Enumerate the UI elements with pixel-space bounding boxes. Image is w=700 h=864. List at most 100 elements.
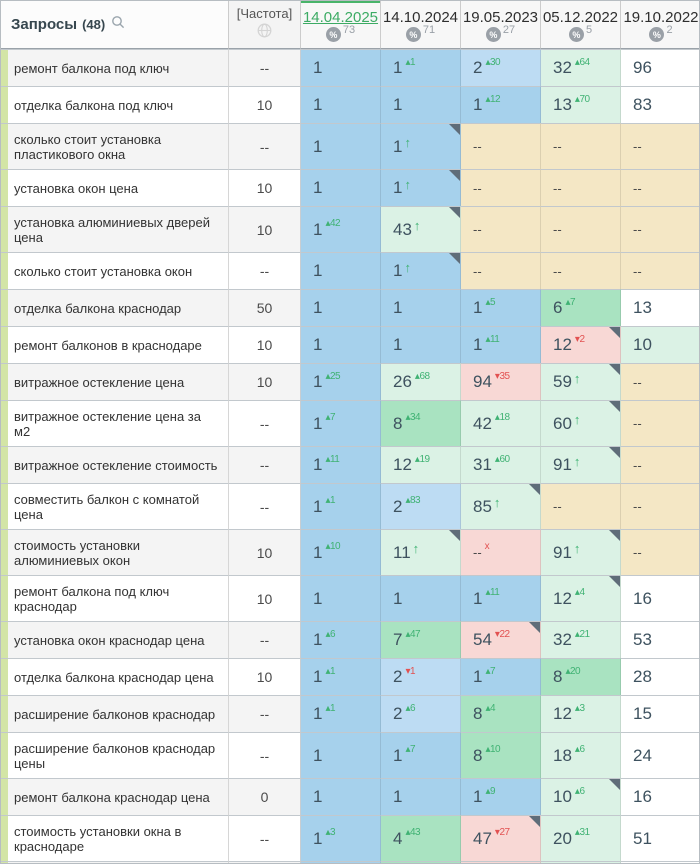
query-cell[interactable]: стоимость установки окна в краснодаре [8, 815, 229, 861]
query-cell[interactable]: установка окон цена [8, 169, 229, 206]
position-cell[interactable]: -- [621, 169, 699, 206]
position-cell[interactable]: 12 ▴4 [541, 575, 621, 621]
date-link[interactable]: 05.12.2022 [542, 9, 619, 26]
date-link[interactable]: 19.05.2023 [462, 9, 539, 26]
position-cell[interactable]: 1 [301, 575, 381, 621]
position-cell[interactable]: 2 ▴30 [461, 49, 541, 86]
position-cell[interactable]: 12 ▴3 [541, 695, 621, 732]
query-cell[interactable]: установка окон краснодар цена [8, 621, 229, 658]
position-cell[interactable]: 1 [381, 86, 461, 123]
position-cell[interactable]: 1 ▴12 [461, 86, 541, 123]
position-cell[interactable]: 20 ▴31 [541, 815, 621, 861]
position-cell[interactable]: -- [541, 206, 621, 252]
position-cell[interactable]: -- [621, 206, 699, 252]
position-cell[interactable]: 11 ↑ [381, 529, 461, 575]
position-cell[interactable] [381, 861, 461, 863]
position-cell[interactable]: 18 ▴6 [541, 732, 621, 778]
position-cell[interactable]: 1 ↑ [381, 123, 461, 169]
position-cell[interactable]: -- [461, 123, 541, 169]
position-cell[interactable]: 1 ▴42 [301, 206, 381, 252]
position-cell[interactable]: 1 ▴1 [381, 49, 461, 86]
position-cell[interactable]: 1 [301, 252, 381, 289]
query-cell[interactable]: витражное остекление стоимость [8, 446, 229, 483]
position-cell[interactable]: 94 ▾35 [461, 363, 541, 400]
position-cell[interactable]: 1 ▴7 [461, 658, 541, 695]
position-cell[interactable]: 26 ▴68 [381, 363, 461, 400]
position-cell[interactable]: 47 ▾27 [461, 815, 541, 861]
position-cell[interactable]: 1 [381, 326, 461, 363]
date-link[interactable]: 14.04.2025 [302, 9, 379, 26]
position-cell[interactable]: -- [461, 252, 541, 289]
position-cell[interactable]: 1 ▴7 [381, 732, 461, 778]
position-cell[interactable]: 8 ▴10 [461, 732, 541, 778]
position-cell[interactable]: 1 ▴11 [461, 575, 541, 621]
date-column-header[interactable]: 19.05.2023 % 27 [461, 1, 541, 49]
position-cell[interactable]: 91 ↑ [541, 446, 621, 483]
position-cell[interactable]: 16 [621, 575, 699, 621]
date-link[interactable]: 14.10.2024 [382, 9, 459, 26]
position-cell[interactable]: -- [541, 483, 621, 529]
position-cell[interactable]: 1 ▴1 [301, 483, 381, 529]
position-cell[interactable]: -- [541, 169, 621, 206]
date-link[interactable]: 19.10.2022 [623, 9, 699, 26]
position-cell[interactable]: -- [621, 529, 699, 575]
position-cell[interactable]: 13 [621, 289, 699, 326]
position-cell[interactable]: 28 [621, 658, 699, 695]
position-cell[interactable] [541, 861, 621, 863]
position-cell[interactable]: 1 [381, 289, 461, 326]
position-cell[interactable]: 54 ▾22 [461, 621, 541, 658]
position-cell[interactable]: 32 ▴64 [541, 49, 621, 86]
query-cell[interactable]: витражное остекление цена [8, 363, 229, 400]
position-cell[interactable]: 1 ▴25 [301, 363, 381, 400]
position-cell[interactable]: 1 ▴5 [461, 289, 541, 326]
position-cell[interactable]: 1 [301, 123, 381, 169]
position-cell[interactable]: 31 ▴60 [461, 446, 541, 483]
position-cell[interactable]: 12 ▾2 [541, 326, 621, 363]
query-cell[interactable]: совместить балкон с комнатой цена [8, 483, 229, 529]
query-cell[interactable]: установка алюминиевых дверей цена [8, 206, 229, 252]
position-cell[interactable]: 1 ↑ [381, 169, 461, 206]
position-cell[interactable]: 1 ▴1 [301, 658, 381, 695]
query-cell[interactable]: отделка балкона краснодар [8, 289, 229, 326]
position-cell[interactable]: 13 ▴70 [541, 86, 621, 123]
query-cell[interactable]: ремонт балконов в краснодаре [8, 326, 229, 363]
position-cell[interactable]: 24 [621, 732, 699, 778]
position-cell[interactable]: 10 [621, 326, 699, 363]
position-cell[interactable]: 43 ↑ [381, 206, 461, 252]
position-cell[interactable]: 1 [301, 732, 381, 778]
position-cell[interactable]: 53 [621, 621, 699, 658]
position-cell[interactable] [301, 861, 381, 863]
position-cell[interactable]: -- [541, 252, 621, 289]
position-cell[interactable]: 1 [381, 778, 461, 815]
position-cell[interactable]: 96 [621, 49, 699, 86]
date-column-header[interactable]: 19.10.2022 % 2 [621, 1, 699, 49]
position-cell[interactable]: 59 ↑ [541, 363, 621, 400]
position-cell[interactable]: 2 ▴6 [381, 695, 461, 732]
query-cell[interactable]: ремонт балкона под ключ [8, 49, 229, 86]
position-cell[interactable]: 16 [621, 778, 699, 815]
query-cell[interactable]: отделка балкона краснодар цена [8, 658, 229, 695]
date-column-header[interactable]: 14.10.2024 % 71 [381, 1, 461, 49]
position-cell[interactable]: 1 ▴11 [301, 446, 381, 483]
position-cell[interactable]: 1 [301, 326, 381, 363]
query-cell[interactable]: расширение балконов краснодар цены [8, 732, 229, 778]
position-cell[interactable]: 7 ▴47 [381, 621, 461, 658]
position-cell[interactable]: -- [621, 252, 699, 289]
position-cell[interactable]: 1 ▴9 [461, 778, 541, 815]
position-cell[interactable]: 8 ▴4 [461, 695, 541, 732]
position-cell[interactable]: 1 [301, 778, 381, 815]
position-cell[interactable]: -- [461, 206, 541, 252]
position-cell[interactable]: 91 ↑ [541, 529, 621, 575]
position-cell[interactable]: 1 [381, 575, 461, 621]
position-cell[interactable]: 6 ▴7 [541, 289, 621, 326]
position-cell[interactable]: 1 ▴11 [461, 326, 541, 363]
date-column-header[interactable]: 14.04.2025 % 73 [301, 1, 381, 49]
position-cell[interactable]: 10 ▴6 [541, 778, 621, 815]
position-cell[interactable]: 1 [301, 49, 381, 86]
position-cell[interactable]: 2 ▾1 [381, 658, 461, 695]
position-cell[interactable]: 85 ↑ [461, 483, 541, 529]
position-cell[interactable]: 8 ▴34 [381, 400, 461, 446]
position-cell[interactable]: 42 ▴18 [461, 400, 541, 446]
position-cell[interactable]: 1 ▴3 [301, 815, 381, 861]
position-cell[interactable]: -- [621, 400, 699, 446]
